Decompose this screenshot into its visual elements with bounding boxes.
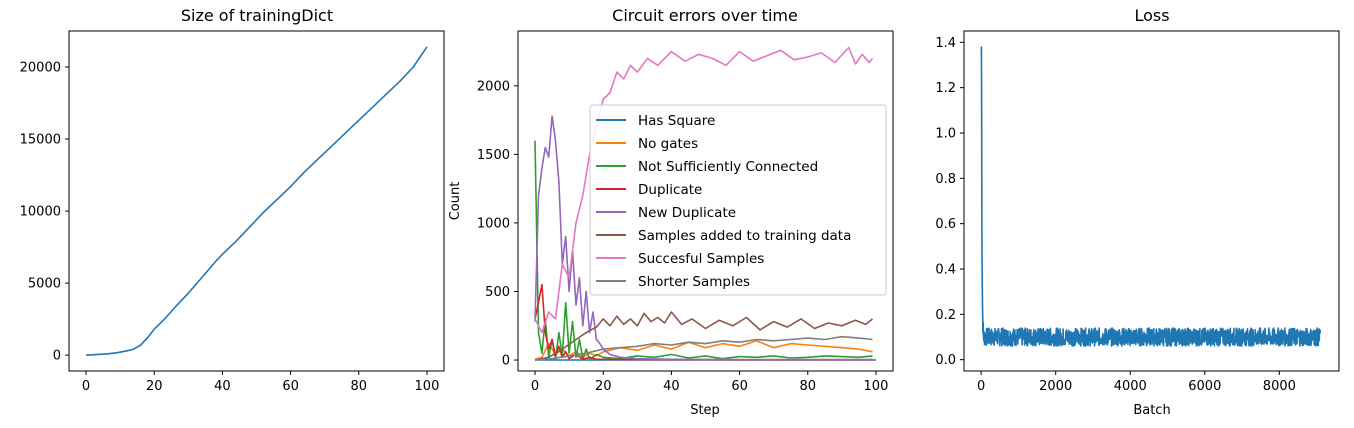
legend-label: Not Sufficiently Connected <box>638 159 818 175</box>
series-line-5 <box>534 311 874 361</box>
x-tick-label: 100 <box>864 379 889 394</box>
y-tick-label: 500 <box>485 285 510 300</box>
legend-label: Duplicate <box>638 182 702 198</box>
subplot-loss: Loss Batch 0 2000 4000 6000 8000 0.0 0.2 0.4 0.6… <box>935 6 1340 418</box>
y-tick-label: 0.6 <box>935 217 956 232</box>
series-lines <box>534 46 876 361</box>
x-tick-label: 60 <box>731 379 748 394</box>
series-line-7 <box>534 335 873 361</box>
x-tick-label: 0 <box>977 379 985 394</box>
x-tick-label: 100 <box>415 379 440 394</box>
y-tick-label: 20000 <box>20 61 61 76</box>
y-tick-label: 0.2 <box>935 308 956 323</box>
y-tick-label: 0.4 <box>935 263 956 278</box>
plot-frame <box>517 30 894 372</box>
legend-box <box>589 104 887 296</box>
legend-label: Shorter Samples <box>638 274 750 290</box>
y-tick-label: 1000 <box>477 216 510 231</box>
legend-label: Samples added to training data <box>638 228 851 244</box>
x-tick-label: 60 <box>282 379 299 394</box>
y-tick-label: 0 <box>53 349 61 364</box>
x-tick-label: 0 <box>82 379 90 394</box>
x-tick-label: 0 <box>531 379 539 394</box>
y-tick-label: 1.2 <box>935 81 956 96</box>
chart-title: Loss <box>1134 6 1169 25</box>
plot-frame <box>68 30 445 372</box>
legend-label: Has Square <box>638 113 715 129</box>
series-lines <box>85 46 428 356</box>
legend-label: Succesful Samples <box>638 251 764 267</box>
y-tick-label: 1.0 <box>935 127 956 142</box>
y-tick-label: 0 <box>502 354 510 369</box>
x-tick-label: 40 <box>663 379 680 394</box>
series-line-1 <box>534 339 873 361</box>
x-tick-label: 80 <box>799 379 816 394</box>
x-tick-label: 4000 <box>1114 379 1147 394</box>
x-tick-label: 6000 <box>1188 379 1221 394</box>
axis-ticks: 0 2000 4000 6000 8000 0.0 0.2 0.4 0.6 0.8 1.0 1.2 1.… <box>935 36 1296 394</box>
chart-title: Size of trainingDict <box>181 6 333 25</box>
x-axis-label: Step <box>690 403 720 418</box>
chart-title: Circuit errors over time <box>612 6 798 25</box>
x-tick-label: 2000 <box>1039 379 1072 394</box>
legend-label: New Duplicate <box>638 205 736 221</box>
subplot-circuit-errors: Circuit errors over time Step Count 0 20 4… <box>448 6 894 418</box>
subplot-training-dict-size: Size of trainingDict 0 20 40 60 80 100 0 5000 10… <box>20 6 445 394</box>
y-tick-label: 10000 <box>20 205 61 220</box>
y-tick-label: 15000 <box>20 133 61 148</box>
y-axis-label: Count <box>448 182 463 221</box>
y-tick-label: 0.0 <box>935 353 956 368</box>
plot-frame <box>963 30 1340 372</box>
x-tick-label: 80 <box>350 379 367 394</box>
y-tick-label: 5000 <box>28 277 61 292</box>
legend-label: No gates <box>638 136 698 152</box>
legend: Has Square No gates Not Sufficiently Conne… <box>589 104 887 296</box>
x-tick-label: 8000 <box>1263 379 1296 394</box>
y-tick-label: 0.8 <box>935 172 956 187</box>
series-line-0 <box>85 46 428 356</box>
y-tick-label: 1.4 <box>935 36 956 51</box>
series-line-4 <box>534 115 873 361</box>
series-line-0 <box>980 46 1321 347</box>
x-tick-label: 40 <box>214 379 231 394</box>
axis-ticks: 0 20 40 60 80 100 0 5000 10000 15000 20000 <box>20 61 440 394</box>
y-tick-label: 1500 <box>477 148 510 163</box>
series-line-6 <box>534 46 874 334</box>
x-axis-label: Batch <box>1133 403 1170 418</box>
y-tick-label: 2000 <box>477 79 510 94</box>
x-tick-label: 20 <box>146 379 163 394</box>
series-lines <box>980 46 1321 347</box>
x-tick-label: 20 <box>595 379 612 394</box>
